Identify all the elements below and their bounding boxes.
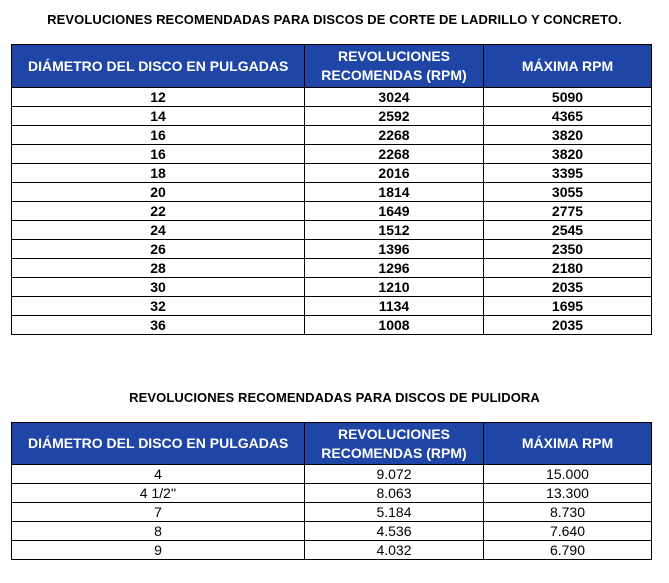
cell-diameter: 9 [11,540,305,560]
cell-recommended-rpm: 1512 [304,220,484,240]
cell-recommended-rpm: 2016 [304,163,484,183]
cutting-discs-rows: 12 3024 5090 14 2592 4365 16 2268 3820 16 2268 3820… [11,87,652,335]
cell-max-rpm: 2545 [483,220,652,240]
cell-recommended-rpm: 4.536 [304,521,484,541]
cell-max-rpm: 3820 [483,144,652,164]
cell-max-rpm: 13.300 [483,483,652,503]
cell-max-rpm: 2775 [483,201,652,221]
cutting-discs-title: REVOLUCIONES RECOMENDADAS PARA DISCOS DE… [47,12,622,27]
header-recommended-line2: RECOMENDAS (RPM) [321,67,467,83]
grinder-discs-table: DIÁMETRO DEL DISCO EN PULGADAS REVOLUCIO… [11,422,652,560]
cell-diameter: 4 1/2'' [11,483,305,503]
cell-recommended-rpm: 1296 [304,258,484,278]
header-max-rpm: MÁXIMA RPM [483,44,652,88]
cell-max-rpm: 2035 [483,315,652,335]
table-row: 9 4.032 6.790 [11,540,652,560]
header-recommended-rpm: REVOLUCIONES RECOMENDAS (RPM) [304,44,484,88]
table-row: 14 2592 4365 [11,106,652,126]
cell-recommended-rpm: 2592 [304,106,484,126]
table-row: 4 1/2'' 8.063 13.300 [11,483,652,503]
cell-max-rpm: 2035 [483,277,652,297]
cell-diameter: 26 [11,239,305,259]
table-row: 24 1512 2545 [11,220,652,240]
cell-recommended-rpm: 2268 [304,144,484,164]
cell-diameter: 4 [11,464,305,484]
cell-max-rpm: 3820 [483,125,652,145]
header-recommended-rpm: REVOLUCIONES RECOMENDAS (RPM) [304,422,484,465]
table-header-row: DIÁMETRO DEL DISCO EN PULGADAS REVOLUCIO… [11,44,652,88]
cutting-discs-table: DIÁMETRO DEL DISCO EN PULGADAS REVOLUCIO… [11,44,652,335]
cell-max-rpm: 5090 [483,87,652,107]
table-row: 7 5.184 8.730 [11,502,652,522]
grinder-discs-rows: 4 9.072 15.000 4 1/2'' 8.063 13.300 7 5.184 8.73… [11,464,652,560]
table-row: 18 2016 3395 [11,163,652,183]
cell-diameter: 28 [11,258,305,278]
cell-recommended-rpm: 8.063 [304,483,484,503]
cell-recommended-rpm: 1814 [304,182,484,202]
grinder-discs-title: REVOLUCIONES RECOMENDADAS PARA DISCOS DE… [129,390,540,405]
cell-max-rpm: 3395 [483,163,652,183]
cell-recommended-rpm: 3024 [304,87,484,107]
cell-diameter: 16 [11,144,305,164]
cell-recommended-rpm: 5.184 [304,502,484,522]
table-row: 20 1814 3055 [11,182,652,202]
table-row: 36 1008 2035 [11,315,652,335]
header-diameter: DIÁMETRO DEL DISCO EN PULGADAS [11,422,305,465]
table-row: 26 1396 2350 [11,239,652,259]
table-row: 12 3024 5090 [11,87,652,107]
cell-diameter: 24 [11,220,305,240]
table-row: 16 2268 3820 [11,144,652,164]
cell-diameter: 12 [11,87,305,107]
cell-max-rpm: 15.000 [483,464,652,484]
cell-recommended-rpm: 1210 [304,277,484,297]
header-max-rpm: MÁXIMA RPM [483,422,652,465]
table-row: 16 2268 3820 [11,125,652,145]
cell-diameter: 16 [11,125,305,145]
cell-max-rpm: 2180 [483,258,652,278]
cell-diameter: 20 [11,182,305,202]
cell-recommended-rpm: 4.032 [304,540,484,560]
cell-max-rpm: 3055 [483,182,652,202]
cell-max-rpm: 7.640 [483,521,652,541]
cell-max-rpm: 1695 [483,296,652,316]
cell-recommended-rpm: 1134 [304,296,484,316]
cell-max-rpm: 4365 [483,106,652,126]
header-recommended-line1: REVOLUCIONES [337,425,450,442]
cell-diameter: 36 [11,315,305,335]
cell-recommended-rpm: 1396 [304,239,484,259]
cell-recommended-rpm: 2268 [304,125,484,145]
table-row: 32 1134 1695 [11,296,652,316]
table-row: 30 1210 2035 [11,277,652,297]
cell-diameter: 18 [11,163,305,183]
cell-max-rpm: 6.790 [483,540,652,560]
table-row: 28 1296 2180 [11,258,652,278]
table-row: 8 4.536 7.640 [11,521,652,541]
cell-max-rpm: 2350 [483,239,652,259]
cell-diameter: 22 [11,201,305,221]
cell-recommended-rpm: 1649 [304,201,484,221]
table-row: 4 9.072 15.000 [11,464,652,484]
header-recommended-line2: RECOMENDAS (RPM) [321,444,467,461]
cell-diameter: 32 [11,296,305,316]
cell-diameter: 8 [11,521,305,541]
header-recommended-line1: REVOLUCIONES [337,48,450,64]
cell-diameter: 30 [11,277,305,297]
cell-max-rpm: 8.730 [483,502,652,522]
cell-recommended-rpm: 1008 [304,315,484,335]
table-row: 22 1649 2775 [11,201,652,221]
cell-recommended-rpm: 9.072 [304,464,484,484]
header-diameter: DIÁMETRO DEL DISCO EN PULGADAS [11,44,305,88]
table-header-row: DIÁMETRO DEL DISCO EN PULGADAS REVOLUCIO… [11,422,652,465]
cell-diameter: 14 [11,106,305,126]
cell-diameter: 7 [11,502,305,522]
